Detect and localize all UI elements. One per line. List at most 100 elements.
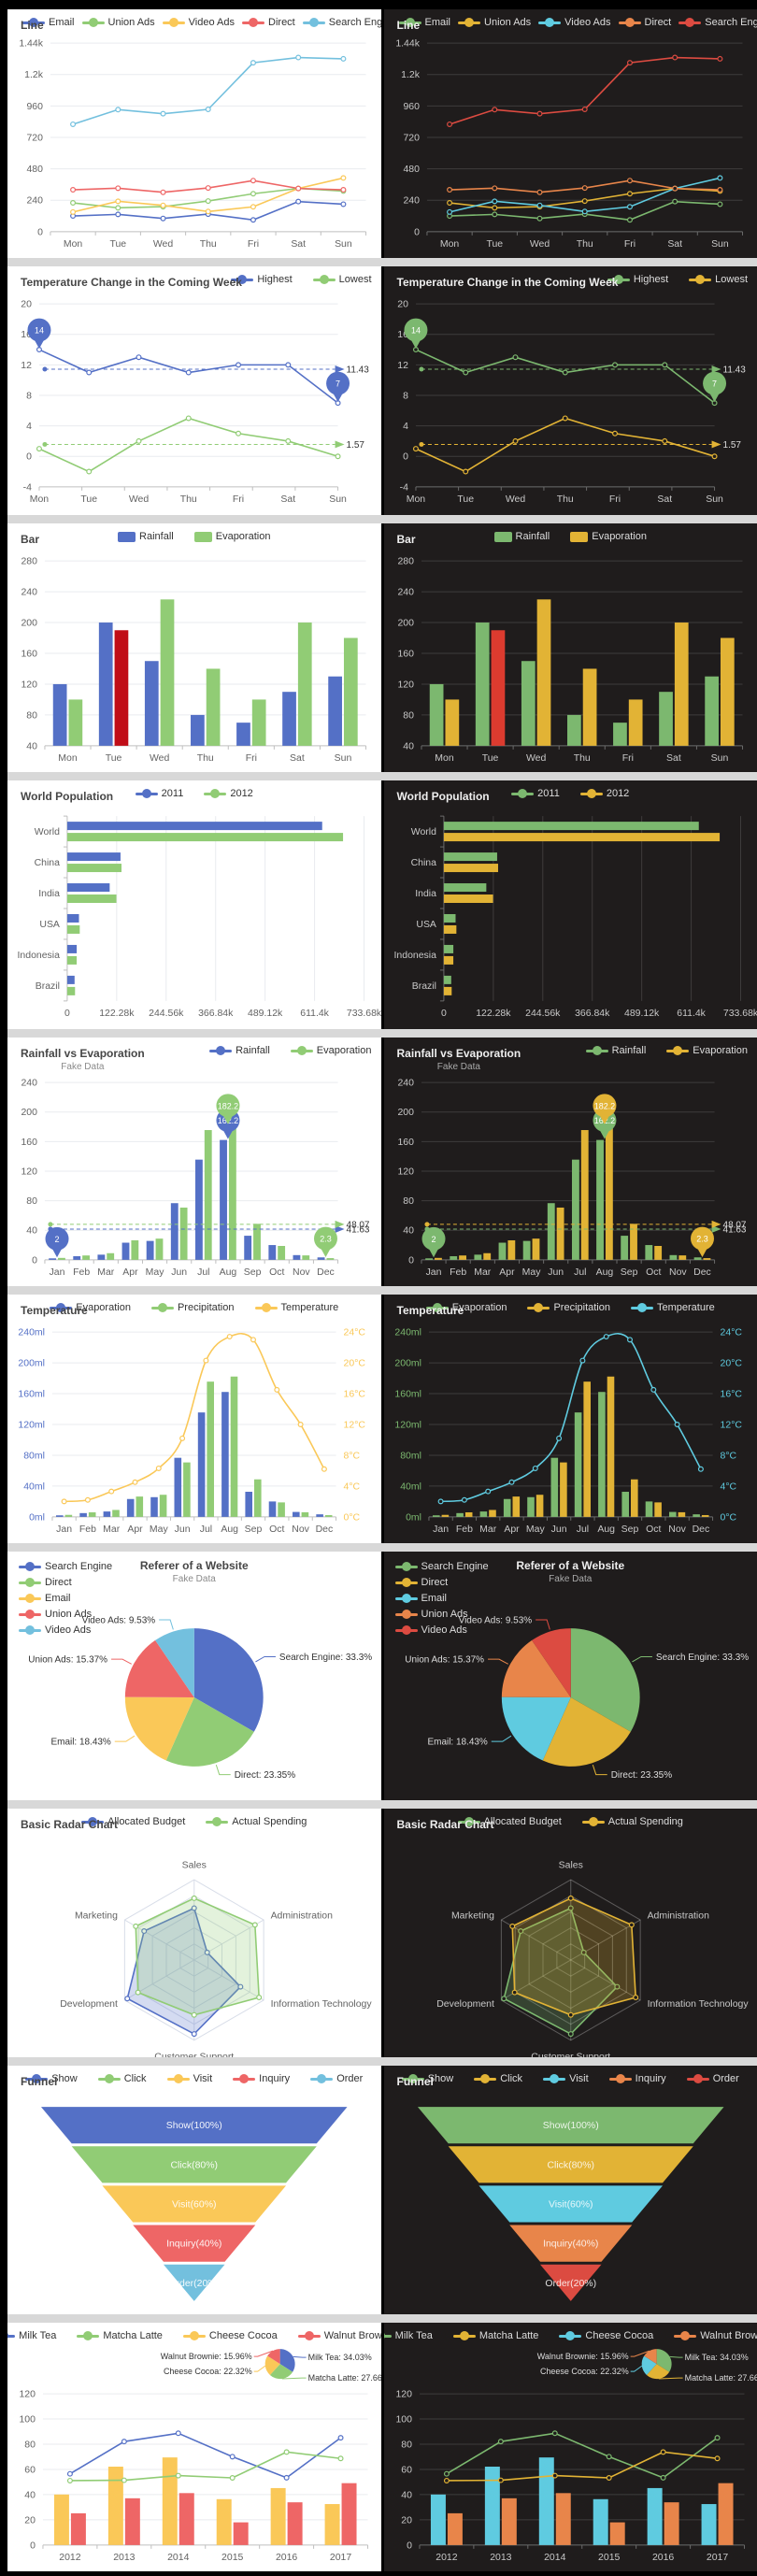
legend-item-walnut-brownie[interactable]: Walnut Brownie — [674, 2330, 757, 2341]
legend-item-lowest[interactable]: Lowest — [312, 274, 372, 285]
bar-chart-canvas[interactable]: 0ml 0°C 40ml 4°C 80ml 8°C 120ml 12°C 160ml 16°C 20… — [384, 1295, 757, 1543]
legend-item-2011[interactable]: 2011 — [511, 788, 560, 799]
legend-item-rainfall[interactable]: Rainfall — [493, 531, 550, 542]
legend-item-2012[interactable]: 2012 — [204, 788, 253, 799]
svg-text:2: 2 — [431, 1235, 436, 1244]
svg-text:40: 40 — [401, 2490, 412, 2500]
legend-item-milk-tea[interactable]: Milk Tea — [383, 2330, 433, 2341]
bar-chart-canvas[interactable]: 0 40 80 120 160 200 240 Jan Feb Mar Apr May Jun Jul Au… — [384, 1038, 757, 1286]
legend-item-direct[interactable]: Direct — [19, 1577, 72, 1588]
legend-item-actual-spending[interactable]: Actual Spending — [206, 1816, 307, 1827]
line-chart-canvas[interactable]: 0 240 480 720 960 1.2k 1.44k Mon Tue Wed Thu Fri Sat… — [7, 9, 381, 258]
panel-world-population-light: 2011 2012 World Population 0 122.28k 244.56k 3… — [7, 780, 381, 1029]
legend-item-search-engine[interactable]: Search Engine — [394, 1561, 489, 1572]
legend-item-2011[interactable]: 2011 — [135, 788, 183, 799]
funnel-chart-canvas[interactable]: Show(100%) Click(80%) Visit(60%) Inquiry(40… — [7, 2066, 381, 2314]
svg-text:Information Technology: Information Technology — [271, 1999, 373, 2010]
legend-item-evaporation[interactable]: Evaporation — [290, 1045, 372, 1056]
legend-item-2012[interactable]: 2012 — [579, 788, 629, 799]
legend-item-video-ads[interactable]: Video Ads — [538, 17, 611, 28]
legend-item-video-ads[interactable]: Video Ads — [394, 1624, 467, 1636]
radar-chart-canvas[interactable]: Sales Administration Information Technolog… — [384, 1809, 757, 2057]
hbar-chart-canvas[interactable]: 0 122.28k 244.56k 366.84k 489.12k 611.4k 733.6… — [7, 780, 381, 1029]
legend-item-union-ads[interactable]: Union Ads — [394, 1609, 468, 1620]
legend-label: Evaporation — [76, 1302, 131, 1313]
bar-chart-canvas[interactable]: 0 40 80 120 160 200 240 Jan Feb Mar Apr May Jun Jul Au… — [7, 1038, 381, 1286]
legend-item-precipitation[interactable]: Precipitation — [150, 1302, 235, 1313]
chart-legend: Show Click Visit Inquiry Order — [7, 2073, 381, 2084]
legend-item-rainfall[interactable]: Rainfall — [118, 531, 174, 542]
svg-text:0: 0 — [408, 1255, 414, 1266]
legend-item-email[interactable]: Email — [394, 1593, 447, 1604]
bar-chart-canvas[interactable]: 0 20 40 60 80 100 120 2012 2013 2014 2015 2016 2017 M… — [7, 2323, 381, 2571]
legend-item-union-ads[interactable]: Union Ads — [19, 1609, 92, 1620]
legend-item-inquiry[interactable]: Inquiry — [608, 2073, 666, 2084]
legend-item-order[interactable]: Order — [686, 2073, 739, 2084]
legend-item-matcha-latte[interactable]: Matcha Latte — [77, 2330, 163, 2341]
legend-item-visit[interactable]: Visit — [543, 2073, 589, 2084]
legend-item-union-ads[interactable]: Union Ads — [81, 17, 155, 28]
legend-label: Actual Spending — [232, 1816, 307, 1827]
legend-marker-icon — [458, 18, 481, 27]
legend-item-order[interactable]: Order — [310, 2073, 363, 2084]
legend-item-actual-spending[interactable]: Actual Spending — [581, 1816, 683, 1827]
line-chart-canvas[interactable]: -4 0 4 8 12 16 20 Mon Tue Wed Thu Fri Sat Sun 11.43 1.5… — [7, 266, 381, 515]
legend-item-inquiry[interactable]: Inquiry — [233, 2073, 290, 2084]
legend-item-evaporation[interactable]: Evaporation — [50, 1302, 131, 1313]
legend-item-rainfall[interactable]: Rainfall — [209, 1045, 270, 1056]
legend-item-direct[interactable]: Direct — [242, 17, 295, 28]
legend-item-temperature[interactable]: Temperature — [254, 1302, 338, 1313]
radar-chart-canvas[interactable]: Sales Administration Information Technolog… — [7, 1809, 381, 2057]
legend-item-allocated-budget[interactable]: Allocated Budget — [457, 1816, 562, 1827]
legend-item-direct[interactable]: Direct — [394, 1577, 448, 1588]
bar-chart-canvas[interactable]: 0 20 40 60 80 100 120 2012 2013 2014 2015 2016 2017 M… — [384, 2323, 757, 2571]
legend-item-email[interactable]: Email — [19, 1593, 71, 1604]
bar-chart-canvas[interactable]: 40 80 120 160 200 240 280 Mon Tue Wed Thu Fri Sat Sun — [7, 523, 381, 772]
legend-item-lowest[interactable]: Lowest — [689, 274, 748, 285]
legend-item-cheese-cocoa[interactable]: Cheese Cocoa — [559, 2330, 653, 2341]
bar-chart-canvas[interactable]: 40 80 120 160 200 240 280 Mon Tue Wed Thu Fri Sat Sun — [384, 523, 757, 772]
legend-item-precipitation[interactable]: Precipitation — [527, 1302, 610, 1313]
line-chart-canvas[interactable]: -4 0 4 8 12 16 20 Mon Tue Wed Thu Fri Sat Sun 11.43 1.5… — [384, 266, 757, 515]
bar-chart-canvas[interactable]: 0ml 0°C 40ml 4°C 80ml 8°C 120ml 12°C 160ml 16°C 20… — [7, 1295, 381, 1543]
legend-item-evaporation[interactable]: Evaporation — [666, 1045, 748, 1056]
svg-text:Jan: Jan — [56, 1524, 72, 1535]
legend-item-click[interactable]: Click — [474, 2073, 522, 2084]
legend-label: Walnut Brownie — [700, 2330, 757, 2341]
legend-label: Milk Tea — [19, 2330, 57, 2341]
legend-item-matcha-latte[interactable]: Matcha Latte — [452, 2330, 538, 2341]
legend-item-evaporation[interactable]: Evaporation — [425, 1302, 507, 1313]
legend-label: Rainfall — [515, 531, 550, 542]
legend-item-temperature[interactable]: Temperature — [631, 1302, 715, 1313]
legend-item-email[interactable]: Email — [22, 17, 75, 28]
legend-item-rainfall[interactable]: Rainfall — [585, 1045, 646, 1056]
legend-item-evaporation[interactable]: Evaporation — [570, 531, 647, 542]
svg-text:Sales: Sales — [558, 1860, 582, 1870]
line-chart-canvas[interactable]: 0 240 480 720 960 1.2k 1.44k Mon Tue Wed Thu Fri Sat… — [384, 9, 757, 258]
legend-dot-icon — [239, 2074, 250, 2083]
legend-item-highest[interactable]: Highest — [607, 274, 668, 285]
legend-item-cheese-cocoa[interactable]: Cheese Cocoa — [182, 2330, 278, 2341]
legend-item-milk-tea[interactable]: Milk Tea — [7, 2330, 56, 2341]
legend-item-direct[interactable]: Direct — [618, 17, 671, 28]
svg-text:120: 120 — [21, 680, 37, 690]
legend-item-walnut-brownie[interactable]: Walnut Brownie — [297, 2330, 381, 2341]
hbar-chart-canvas[interactable]: 0 122.28k 244.56k 366.84k 489.12k 611.4k 733.6… — [384, 780, 757, 1029]
legend-item-video-ads[interactable]: Video Ads — [162, 17, 235, 28]
legend-item-search-engine[interactable]: Search Engine — [19, 1561, 112, 1572]
legend-item-email[interactable]: Email — [398, 17, 450, 28]
legend-item-search-engine[interactable]: Search Engine — [678, 17, 757, 28]
legend-item-show[interactable]: Show — [25, 2073, 78, 2084]
legend-item-allocated-budget[interactable]: Allocated Budget — [81, 1816, 185, 1827]
funnel-chart-canvas[interactable]: Show(100%) Click(80%) Visit(60%) Inquiry(40… — [384, 2066, 757, 2314]
pie-chart-canvas[interactable]: Search Engine: 33.3% Direct: 23.35% Email:… — [7, 1552, 381, 1800]
legend-item-click[interactable]: Click — [97, 2073, 147, 2084]
legend-item-evaporation[interactable]: Evaporation — [193, 531, 270, 542]
legend-item-search-engine[interactable]: Search Engine — [302, 17, 381, 28]
pie-chart-canvas[interactable]: Search Engine: 33.3% Direct: 23.35% Email:… — [384, 1552, 757, 1800]
legend-item-show[interactable]: Show — [401, 2073, 453, 2084]
legend-item-visit[interactable]: Visit — [166, 2073, 212, 2084]
legend-item-highest[interactable]: Highest — [231, 274, 293, 285]
legend-item-video-ads[interactable]: Video Ads — [19, 1624, 91, 1636]
legend-item-union-ads[interactable]: Union Ads — [458, 17, 531, 28]
